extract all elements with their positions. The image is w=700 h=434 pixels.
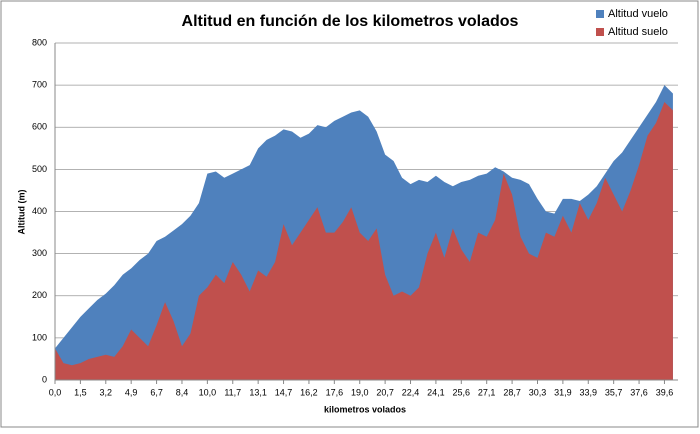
x-tick-label: 30,3 (529, 387, 547, 397)
x-tick-label: 10,0 (199, 387, 217, 397)
legend-label: Altitud vuelo (608, 8, 668, 20)
x-tick-label: 22,4 (402, 387, 420, 397)
x-tick-label: 1,5 (74, 387, 87, 397)
x-tick-label: 27,1 (478, 387, 496, 397)
y-tick-label: 300 (32, 248, 47, 258)
x-tick-label: 39,6 (656, 387, 674, 397)
y-tick-label: 600 (32, 122, 47, 132)
y-tick-label: 100 (32, 332, 47, 342)
x-tick-label: 13,1 (249, 387, 267, 397)
x-tick-label: 20,7 (376, 387, 394, 397)
x-tick-label: 25,6 (453, 387, 471, 397)
legend-swatch (596, 10, 604, 18)
x-tick-label: 37,6 (630, 387, 648, 397)
y-tick-label: 500 (32, 164, 47, 174)
y-tick-label: 800 (32, 37, 47, 47)
x-tick-label: 24,1 (427, 387, 445, 397)
x-tick-label: 11,7 (224, 387, 241, 397)
x-tick-label: 14,7 (275, 387, 293, 397)
legend-label: Altitud suelo (608, 26, 668, 38)
x-tick-label: 8,4 (176, 387, 189, 397)
x-tick-label: 16,2 (300, 387, 318, 397)
x-tick-label: 6,7 (150, 387, 163, 397)
x-tick-label: 0,0 (49, 387, 62, 397)
x-tick-label: 3,2 (100, 387, 113, 397)
x-tick-label: 4,9 (125, 387, 138, 397)
x-tick-label: 33,9 (580, 387, 598, 397)
y-tick-label: 200 (32, 290, 47, 300)
x-tick-label: 19,0 (351, 387, 369, 397)
y-tick-label: 400 (32, 206, 47, 216)
x-axis-label: kilometros volados (324, 404, 406, 414)
y-tick-label: 0 (42, 374, 47, 384)
x-tick-label: 31,9 (554, 387, 572, 397)
x-tick-label: 28,7 (503, 387, 521, 397)
x-tick-label: 35,7 (605, 387, 623, 397)
chart-title: Altitud en función de los kilometros vol… (182, 13, 519, 30)
area (55, 101, 673, 380)
y-tick-label: 700 (32, 80, 47, 90)
y-axis-label: Altitud (m) (16, 190, 26, 235)
x-tick-label: 17,6 (326, 387, 344, 397)
legend-swatch (596, 28, 604, 36)
